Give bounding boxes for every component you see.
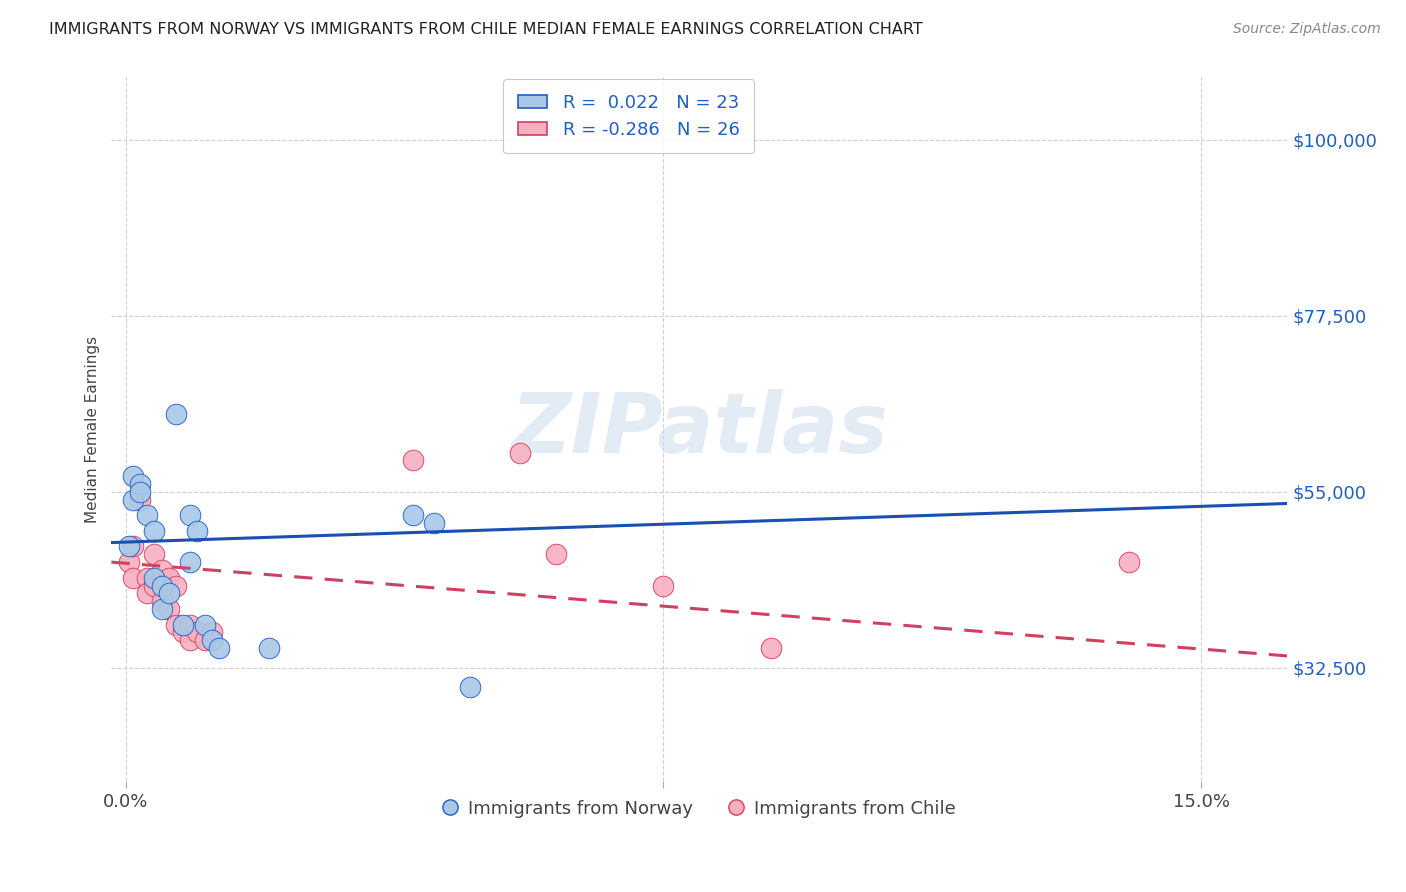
Point xyxy=(201,625,224,640)
Point xyxy=(129,477,152,491)
Point xyxy=(136,571,159,585)
Point xyxy=(143,571,166,585)
Point xyxy=(118,555,141,569)
Point xyxy=(401,453,423,467)
Text: Source: ZipAtlas.com: Source: ZipAtlas.com xyxy=(1233,22,1381,37)
Point xyxy=(165,578,187,592)
Point xyxy=(129,484,152,499)
Point xyxy=(179,633,201,648)
Point xyxy=(179,617,201,632)
Point xyxy=(150,563,173,577)
Point xyxy=(122,469,145,483)
Point xyxy=(1118,555,1140,569)
Point xyxy=(143,524,166,538)
Point xyxy=(257,641,280,656)
Point xyxy=(172,617,194,632)
Point xyxy=(652,578,675,592)
Point xyxy=(208,641,231,656)
Point xyxy=(544,547,567,561)
Legend: Immigrants from Norway, Immigrants from Chile: Immigrants from Norway, Immigrants from … xyxy=(436,792,963,825)
Text: IMMIGRANTS FROM NORWAY VS IMMIGRANTS FROM CHILE MEDIAN FEMALE EARNINGS CORRELATI: IMMIGRANTS FROM NORWAY VS IMMIGRANTS FRO… xyxy=(49,22,922,37)
Point xyxy=(150,594,173,608)
Point xyxy=(157,586,180,600)
Point xyxy=(172,625,194,640)
Point xyxy=(186,524,208,538)
Point xyxy=(157,571,180,585)
Point xyxy=(165,407,187,421)
Point xyxy=(143,578,166,592)
Point xyxy=(194,617,217,632)
Point xyxy=(136,586,159,600)
Point xyxy=(509,445,531,459)
Point xyxy=(423,516,446,530)
Point xyxy=(401,508,423,523)
Point xyxy=(201,633,224,648)
Point xyxy=(759,641,782,656)
Point xyxy=(179,555,201,569)
Point xyxy=(157,602,180,616)
Point xyxy=(129,492,152,507)
Point xyxy=(122,492,145,507)
Y-axis label: Median Female Earnings: Median Female Earnings xyxy=(86,335,100,523)
Point xyxy=(136,508,159,523)
Point xyxy=(186,625,208,640)
Point xyxy=(143,547,166,561)
Point xyxy=(179,508,201,523)
Point xyxy=(194,633,217,648)
Point xyxy=(122,540,145,554)
Point xyxy=(150,578,173,592)
Point xyxy=(165,617,187,632)
Point xyxy=(458,680,481,694)
Text: ZIPatlas: ZIPatlas xyxy=(510,389,889,470)
Point xyxy=(150,602,173,616)
Point xyxy=(122,571,145,585)
Point xyxy=(118,540,141,554)
